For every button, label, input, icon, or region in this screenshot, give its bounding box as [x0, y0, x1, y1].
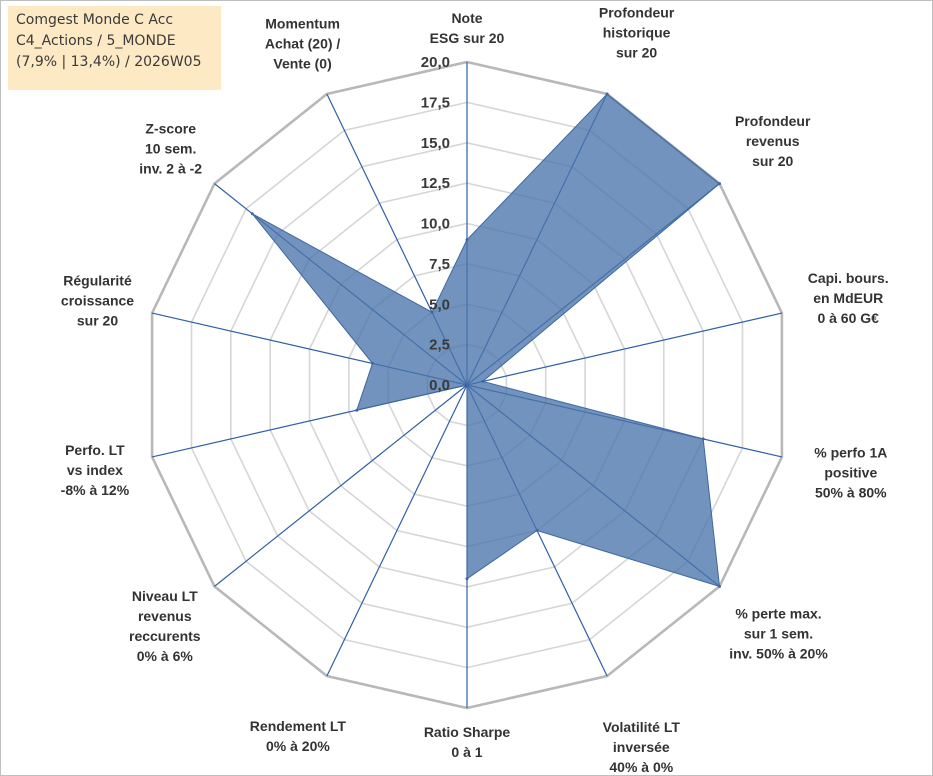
- axis-label-3-line-0: Capi. bours.: [808, 270, 889, 286]
- axis-label-6-line-1: inversée: [613, 739, 670, 755]
- axis-label-5-line-0: % perte max.: [735, 605, 821, 621]
- axis-label-13-line-2: Vente (0): [273, 56, 331, 72]
- axis-label-4: % perfo 1A positive 50% à 80%: [814, 445, 887, 501]
- series-point-4: [701, 437, 705, 441]
- tick-label-5: 12,5: [421, 175, 450, 192]
- radial-tick-labels: 0,0 2,5 5,0 7,5 10,0 12,5 15,0 17,5 20,0: [421, 54, 450, 394]
- series-point-3: [481, 379, 485, 383]
- axis-label-7-line-0: Ratio Sharpe: [424, 724, 511, 740]
- axis-label-2-line-1: revenus: [746, 133, 800, 149]
- axis-label-12-line-0: Z-score: [145, 121, 196, 137]
- axis-label-11-line-0: Régularité: [63, 273, 132, 289]
- axis-label-7: Ratio Sharpe 0 à 1: [424, 724, 511, 760]
- axis-label-2-line-2: sur 20: [752, 153, 793, 169]
- series-point-2: [718, 182, 721, 186]
- axis-label-1-line-0: Profondeur: [599, 5, 675, 21]
- axis-label-0: Note ESG sur 20: [430, 10, 505, 46]
- fund-info-box: Comgest Monde C Acc C4_Actions / 5_MONDE…: [8, 6, 221, 90]
- spoke-8: [326, 384, 468, 677]
- series-point-11: [371, 361, 374, 365]
- axis-label-6: Volatilité LT inversée 40% à 0%: [603, 719, 681, 775]
- axis-label-4-line-2: 50% à 80%: [815, 485, 887, 501]
- fund-category: C4_Actions / 5_MONDE: [16, 33, 176, 49]
- series-point-0: [465, 238, 469, 242]
- axis-label-5: % perte max. sur 1 sem. inv. 50% à 20%: [729, 605, 828, 661]
- axis-label-11-line-1: croissance: [61, 293, 134, 309]
- series-point-1: [605, 92, 609, 96]
- axis-label-13: Momentum Achat (20) / Vente (0): [265, 16, 341, 72]
- series-point-9: [465, 383, 469, 387]
- axis-label-12: Z-score 10 sem. inv. 2 à -2: [139, 121, 202, 177]
- axis-label-0-line-0: Note: [451, 10, 482, 26]
- axis-label-1-line-2: sur 20: [616, 45, 657, 61]
- axis-label-10-line-0: Perfo. LT: [65, 442, 125, 458]
- axis-label-1-line-1: historique: [603, 25, 671, 41]
- series-point-10: [355, 408, 359, 412]
- tick-label-8: 20,0: [421, 54, 450, 71]
- axis-label-10: Perfo. LT vs index -8% à 12%: [61, 442, 130, 498]
- axis-label-9-line-3: 0% à 6%: [137, 648, 194, 664]
- axis-label-6-line-0: Volatilité LT: [603, 719, 681, 735]
- tick-label-7: 17,5: [421, 94, 450, 111]
- axis-label-5-line-2: inv. 50% à 20%: [729, 645, 828, 661]
- axis-label-12-line-1: 10 sem.: [145, 141, 196, 157]
- axis-label-9-line-0: Niveau LT: [132, 588, 198, 604]
- axis-label-10-line-1: vs index: [67, 462, 123, 478]
- series-point-7: [465, 577, 469, 581]
- axis-label-11-line-2: sur 20: [77, 313, 118, 329]
- axis-label-8-line-0: Rendement LT: [250, 718, 347, 734]
- axis-label-13-line-0: Momentum: [265, 16, 340, 32]
- axis-label-4-line-1: positive: [824, 465, 877, 481]
- radar-series: [250, 92, 721, 588]
- axis-label-11: Régularité croissance sur 20: [61, 273, 134, 329]
- tick-label-0: 0,0: [429, 377, 450, 394]
- tick-label-2: 5,0: [429, 296, 450, 313]
- tick-label-6: 15,0: [421, 135, 450, 152]
- axis-label-9: Niveau LT revenus reccurents 0% à 6%: [129, 588, 201, 664]
- series-area: [251, 93, 721, 588]
- tick-label-1: 2,5: [429, 337, 450, 354]
- tick-label-4: 10,0: [421, 216, 450, 233]
- axis-label-3-line-2: 0 à 60 G€: [817, 310, 879, 326]
- axis-label-0-line-1: ESG sur 20: [430, 30, 505, 46]
- axis-label-13-line-1: Achat (20) /: [265, 36, 341, 52]
- fund-name: Comgest Monde C Acc: [16, 12, 174, 28]
- axis-label-9-line-2: reccurents: [129, 628, 201, 644]
- axis-label-2: Profondeur revenus sur 20: [735, 113, 811, 169]
- axis-label-3-line-1: en MdEUR: [813, 290, 883, 306]
- axis-label-6-line-2: 40% à 0%: [609, 759, 673, 775]
- axis-label-8-line-1: 0% à 20%: [266, 738, 330, 754]
- spoke-9: [214, 384, 468, 587]
- series-point-6: [535, 529, 539, 532]
- axis-label-5-line-1: sur 1 sem.: [744, 625, 813, 641]
- series-point-12: [250, 212, 254, 216]
- axis-label-10-line-2: -8% à 12%: [61, 482, 130, 498]
- fund-stats-week: (7,9% | 13,4%) / 2026W05: [16, 54, 202, 70]
- axis-label-9-line-1: revenus: [138, 608, 192, 624]
- axis-label-8: Rendement LT 0% à 20%: [250, 718, 347, 754]
- axis-labels: Note ESG sur 20 Profondeur historique sur 20…: [61, 5, 889, 775]
- axis-label-1: Profondeur historique sur 20: [599, 5, 675, 61]
- spoke-3: [466, 312, 783, 386]
- axis-label-7-line-1: 0 à 1: [451, 744, 482, 760]
- axis-label-2-line-0: Profondeur: [735, 113, 811, 129]
- axis-label-12-line-2: inv. 2 à -2: [139, 161, 202, 177]
- axis-label-4-line-0: % perfo 1A: [814, 445, 887, 461]
- axis-label-3: Capi. bours. en MdEUR 0 à 60 G€: [808, 270, 889, 326]
- series-point-5: [718, 584, 721, 588]
- tick-label-3: 7,5: [429, 256, 450, 273]
- series-point-13: [430, 310, 434, 314]
